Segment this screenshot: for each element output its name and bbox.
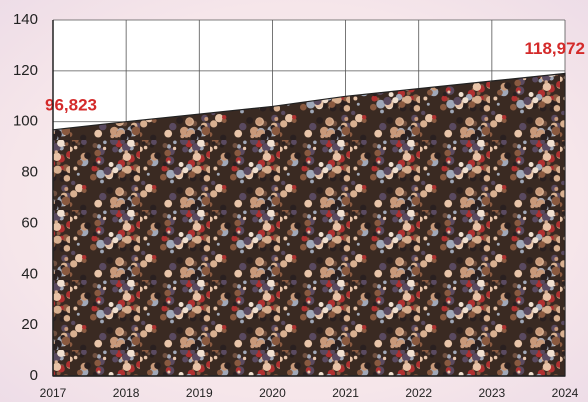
x-tick-label: 2024: [552, 386, 579, 400]
x-tick-label: 2019: [186, 386, 213, 400]
x-tick-label: 2020: [259, 386, 286, 400]
y-tick-label: 60: [21, 214, 38, 231]
x-tick-label: 2023: [479, 386, 506, 400]
x-tick-label: 2021: [332, 386, 359, 400]
x-tick-label: 2022: [405, 386, 432, 400]
y-tick-label: 0: [30, 367, 38, 384]
y-tick-label: 40: [21, 265, 38, 282]
y-tick-label: 80: [21, 164, 38, 181]
y-tick-label: 120: [13, 62, 38, 79]
x-tick-label: 2017: [40, 386, 67, 400]
value-label: 96,823: [45, 95, 97, 114]
y-tick-label: 100: [13, 113, 38, 130]
y-tick-label: 20: [21, 316, 38, 333]
value-label: 118,972: [524, 39, 585, 58]
y-tick-label: 140: [13, 11, 38, 28]
x-tick-label: 2018: [113, 386, 140, 400]
